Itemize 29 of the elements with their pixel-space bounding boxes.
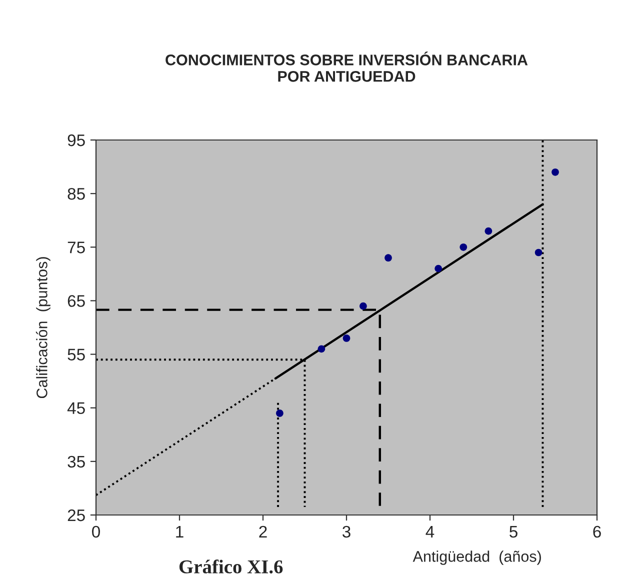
point: [384, 254, 392, 262]
point: [276, 410, 284, 417]
x-tick-label: 0: [92, 526, 100, 538]
y-tick-label: 95: [68, 134, 85, 146]
point: [534, 248, 542, 256]
y-tick-label: 35: [68, 456, 85, 468]
chart-title: CONOCIMIENTOS SOBRE INVERSIÓN BANCARIA POR ANTIGUEDAD: [166, 52, 528, 82]
point: [360, 302, 367, 310]
y-tick-label: 55: [68, 348, 85, 360]
point: [552, 168, 559, 176]
y-tick-label: 75: [68, 242, 85, 254]
x-tick-label: 5: [510, 526, 518, 538]
y-axis-title: Calificación (puntos): [36, 257, 50, 398]
point: [342, 334, 350, 342]
y-tick-label: 25: [68, 509, 85, 522]
y-tick-label: 65: [68, 295, 85, 307]
x-tick-label: 4: [426, 526, 434, 538]
point: [434, 264, 442, 272]
x-tick-label: 1: [176, 526, 184, 538]
x-tick-label: 2: [259, 526, 267, 538]
point: [460, 243, 468, 251]
point: [318, 345, 326, 353]
text: Gráfico XI.6: [179, 560, 283, 574]
point: [484, 227, 492, 235]
x-tick-label: 3: [342, 526, 350, 538]
x-axis-title: Antigüedad (años): [412, 550, 541, 565]
y-tick-label: 85: [68, 188, 85, 200]
y-tick-label: 45: [67, 402, 85, 414]
x-tick-label: 6: [593, 526, 601, 538]
